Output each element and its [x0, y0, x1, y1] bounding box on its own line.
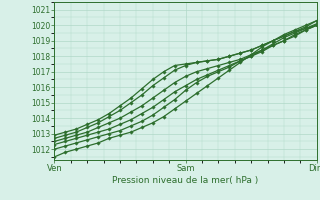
- X-axis label: Pression niveau de la mer( hPa ): Pression niveau de la mer( hPa ): [112, 176, 259, 185]
